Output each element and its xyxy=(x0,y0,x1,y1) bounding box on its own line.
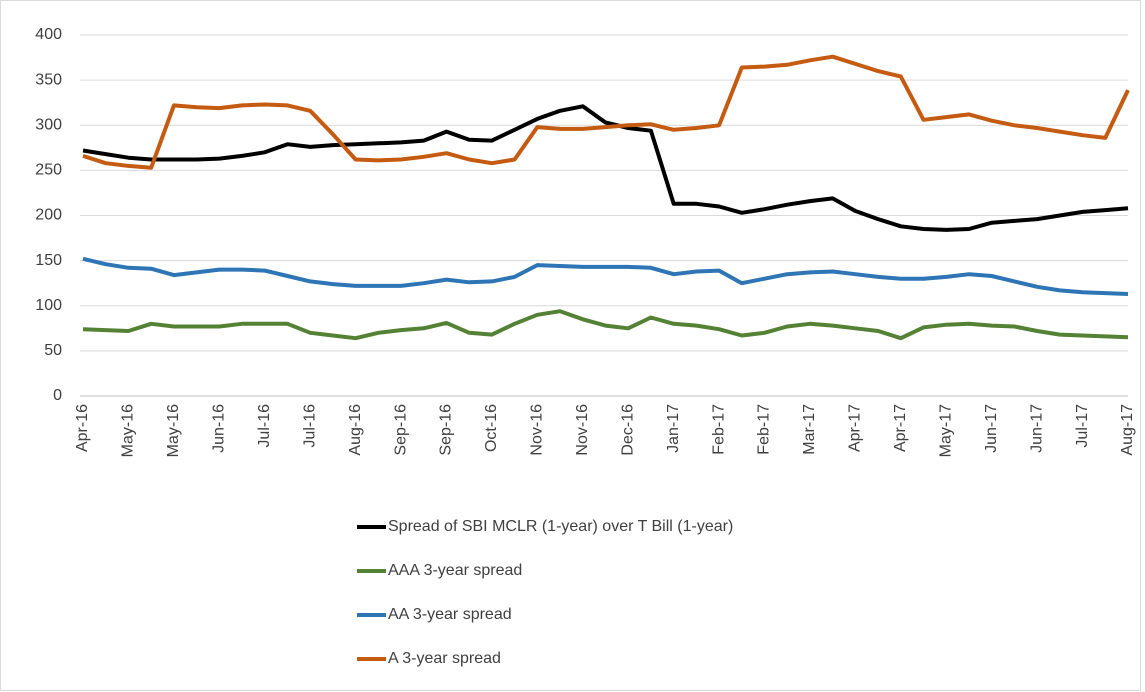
y-tick-label: 150 xyxy=(35,252,62,269)
y-tick-label: 0 xyxy=(53,387,62,404)
x-tick-label: Feb-17 xyxy=(756,404,773,455)
x-tick-label: Apr-16 xyxy=(74,404,91,452)
x-tick-label: May-16 xyxy=(165,404,182,457)
x-tick-label: Dec-16 xyxy=(619,404,636,456)
x-tick-label: Sep-16 xyxy=(438,404,455,456)
x-tick-label: Sep-16 xyxy=(392,404,409,456)
x-tick-label: Feb-17 xyxy=(710,404,727,455)
x-tick-label: Jun-16 xyxy=(211,404,228,453)
series-line xyxy=(82,256,1129,296)
x-tick-label: Aug-16 xyxy=(347,404,364,456)
x-tick-label: Jul-16 xyxy=(256,404,273,448)
y-tick-label: 300 xyxy=(35,116,62,133)
y-tick-label: 350 xyxy=(35,71,62,88)
legend-label: A 3-year spread xyxy=(388,650,501,667)
x-tick-label: Oct-16 xyxy=(483,404,500,452)
x-tick-label: Mar-17 xyxy=(801,404,818,455)
x-tick-label: Nov-16 xyxy=(574,404,591,456)
series-line xyxy=(82,309,1129,341)
y-tick-label: 250 xyxy=(35,162,62,179)
x-tick-label: Jun-17 xyxy=(1028,404,1045,453)
x-tick-label: May-17 xyxy=(937,404,954,457)
x-tick-label: Apr-17 xyxy=(892,404,909,452)
x-tick-label: Jan-17 xyxy=(665,404,682,453)
x-tick-label: May-16 xyxy=(120,404,137,457)
x-tick-label: Jul-17 xyxy=(1074,404,1091,448)
x-tick-label: Jul-16 xyxy=(301,404,318,448)
x-tick-label: Aug-17 xyxy=(1119,404,1136,456)
legend-label: AA 3-year spread xyxy=(388,606,512,623)
legend-label: Spread of SBI MCLR (1-year) over T Bill … xyxy=(388,518,733,535)
x-tick-label: Apr-17 xyxy=(847,404,864,452)
legend-label: AAA 3-year spread xyxy=(388,562,522,579)
series-line xyxy=(82,104,1129,232)
y-tick-label: 400 xyxy=(35,26,62,43)
y-tick-label: 50 xyxy=(44,342,62,359)
x-tick-label: Nov-16 xyxy=(529,404,546,456)
y-tick-label: 200 xyxy=(35,207,62,224)
y-tick-label: 100 xyxy=(35,297,62,314)
series-line xyxy=(82,54,1130,170)
x-tick-label: Jun-17 xyxy=(983,404,1000,453)
